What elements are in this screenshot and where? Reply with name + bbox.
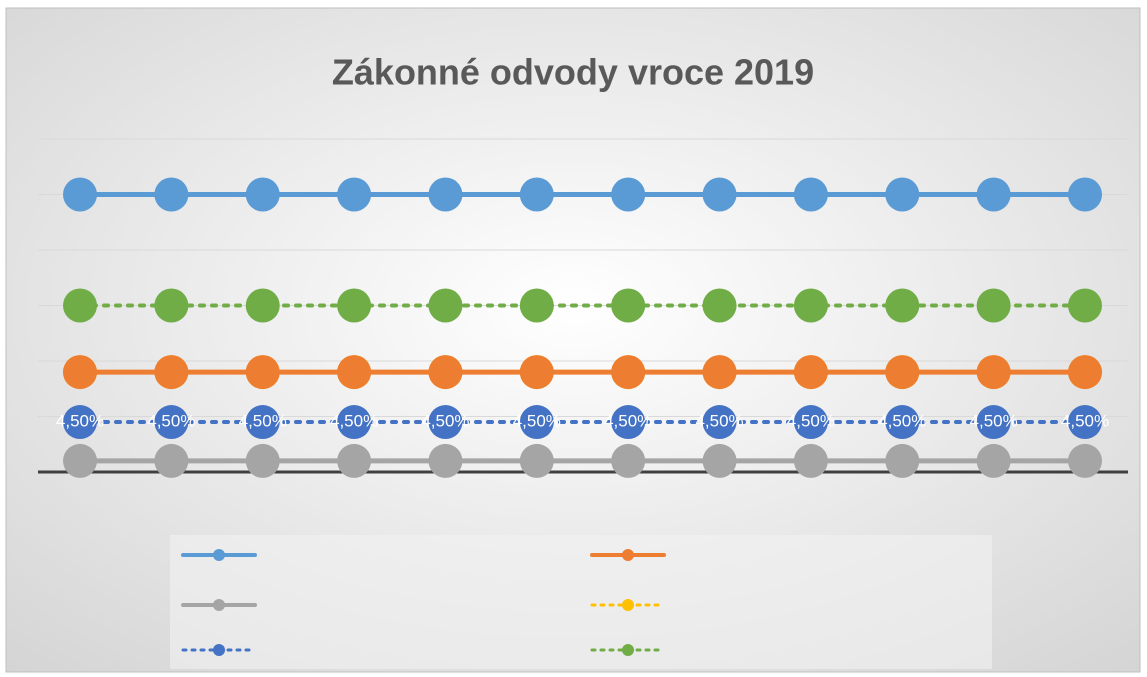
marker [976, 355, 1011, 390]
data-label: 4,50% [239, 412, 287, 431]
marker [245, 355, 280, 390]
marker [702, 288, 737, 323]
marker [611, 355, 646, 390]
marker [885, 355, 920, 390]
legend-box [170, 535, 992, 669]
marker [63, 288, 97, 323]
marker [154, 443, 189, 478]
legend-marker [622, 644, 634, 656]
marker [885, 405, 920, 440]
marker [793, 355, 828, 390]
marker [519, 177, 554, 212]
marker [976, 177, 1011, 212]
marker [154, 355, 189, 390]
legend-marker [213, 644, 225, 656]
marker [702, 405, 737, 440]
marker [245, 288, 280, 323]
marker [63, 177, 97, 212]
marker [702, 355, 737, 390]
marker [519, 288, 554, 323]
marker [63, 355, 97, 390]
marker [154, 288, 189, 323]
marker [154, 405, 189, 440]
data-label: 4,50% [787, 412, 835, 431]
marker [428, 177, 463, 212]
marker [519, 355, 554, 390]
data-label: 4,50% [330, 412, 378, 431]
marker [519, 443, 554, 478]
marker [337, 443, 372, 478]
data-label: 4,50% [513, 412, 561, 431]
marker [702, 177, 737, 212]
marker [245, 177, 280, 212]
data-label: 4,50% [604, 412, 652, 431]
data-label: 4,50% [421, 412, 469, 431]
marker [337, 288, 372, 323]
marker [428, 443, 463, 478]
marker [611, 288, 646, 323]
marker [976, 405, 1011, 440]
marker [1068, 355, 1102, 390]
marker [63, 443, 97, 478]
marker [1068, 405, 1102, 440]
data-label: 4,50% [147, 412, 195, 431]
data-label: 4,50% [695, 412, 743, 431]
marker [337, 405, 372, 440]
marker [885, 177, 920, 212]
marker [611, 405, 646, 440]
marker [428, 355, 463, 390]
marker [428, 405, 463, 440]
marker [793, 288, 828, 323]
marker [1068, 288, 1102, 323]
marker [976, 288, 1011, 323]
marker [337, 177, 372, 212]
marker [63, 405, 97, 440]
data-label: 4,50% [56, 412, 104, 431]
marker [793, 177, 828, 212]
legend-marker [213, 599, 225, 611]
legend-marker [622, 599, 634, 611]
chart-title: Zákonné odvody vroce 2019 [332, 52, 814, 93]
marker [1068, 443, 1102, 478]
marker [976, 443, 1011, 478]
data-label: 4,50% [1061, 412, 1109, 431]
marker [154, 177, 189, 212]
marker [1068, 177, 1102, 212]
marker [245, 443, 280, 478]
marker [245, 405, 280, 440]
marker [611, 177, 646, 212]
data-label: 4,50% [878, 412, 926, 431]
marker [702, 443, 737, 478]
marker [611, 443, 646, 478]
data-label: 4,50% [970, 412, 1018, 431]
legend-marker [213, 549, 225, 561]
marker [337, 355, 372, 390]
marker [519, 405, 554, 440]
legend-marker [622, 549, 634, 561]
marker [793, 443, 828, 478]
marker [428, 288, 463, 323]
marker [885, 443, 920, 478]
marker [793, 405, 828, 440]
marker [885, 288, 920, 323]
